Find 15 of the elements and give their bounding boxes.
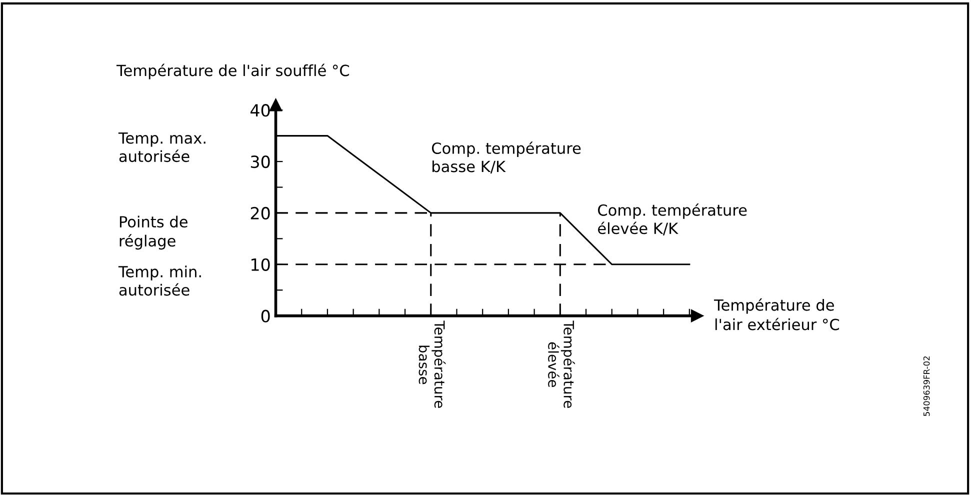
y-axis-title: Température de l'air soufflé °C: [116, 64, 350, 80]
y-tick-label: 10: [252, 258, 270, 271]
annotation: Comp. température basse K/K: [432, 142, 581, 174]
y-tick-label: 30: [250, 155, 270, 168]
text: Points de réglage: [120, 216, 188, 250]
text: 5409639FR-02: [923, 356, 930, 416]
x-tick-label: Température basse: [418, 320, 446, 408]
text: Temp. min. autorisée: [118, 266, 201, 296]
text: Temp. max. autorisée: [118, 132, 206, 162]
annotation: Comp. température élevée K/K: [598, 203, 747, 236]
y-tick-label: 20: [250, 206, 270, 220]
x-axis-title: Température de l'air extérieur °C: [714, 298, 840, 330]
y-tick-label: 40: [250, 104, 270, 117]
y-tick-label: 0: [261, 310, 270, 322]
x-tick-label: Température élevée: [548, 320, 575, 408]
